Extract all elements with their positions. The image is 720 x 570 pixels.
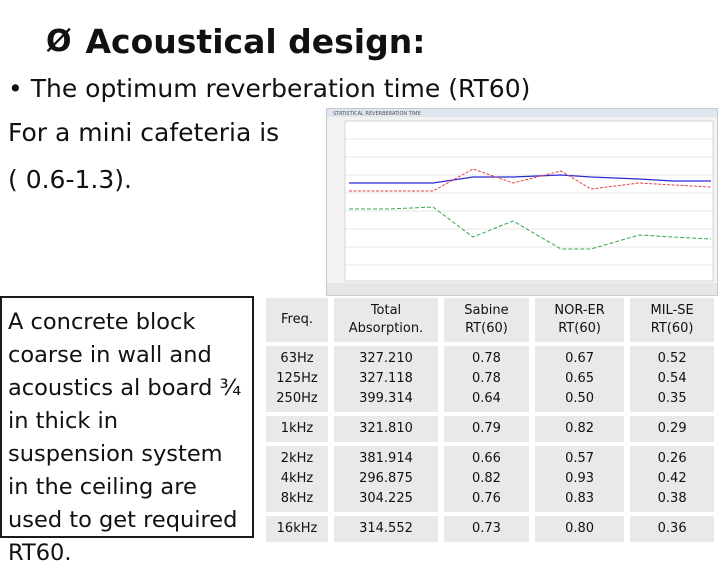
freq-value: 8kHz xyxy=(280,491,314,506)
bullet-icon: • xyxy=(8,74,23,103)
milse-cell: 0.29 xyxy=(630,416,714,442)
chart-header-text: STATISTICAL REVERBERATION TIME xyxy=(333,111,421,117)
blue-series-line xyxy=(349,174,711,184)
absorption-cell: 381.914 296.875 304.225 xyxy=(334,446,438,512)
freq-value: 250Hz xyxy=(276,391,318,406)
norer-value: 0.93 xyxy=(565,471,595,486)
reverberation-chart-screenshot: STATISTICAL REVERBERATION TIME xyxy=(326,108,718,296)
sabine-value: 0.79 xyxy=(471,421,501,436)
milse-cell: 0.26 0.42 0.38 xyxy=(630,446,714,512)
table-row: 1kHz 321.810 0.79 0.82 0.29 xyxy=(266,416,714,442)
norer-cell: 0.67 0.65 0.50 xyxy=(534,346,625,412)
table-row: 2kHz 4kHz 8kHz 381.914 296.875 304.225 0… xyxy=(266,446,714,512)
freq-value: 2kHz xyxy=(280,451,314,466)
norer-value: 0.80 xyxy=(565,521,595,536)
freq-value: 125Hz xyxy=(276,371,318,386)
sabine-cell: 0.66 0.82 0.76 xyxy=(444,446,529,512)
intro-line-3: ( 0.6-1.3). xyxy=(8,165,132,194)
absorption-value: 314.552 xyxy=(359,521,413,536)
description-box: A concrete block coarse in wall and acou… xyxy=(0,296,254,566)
absorption-cell: 314.552 xyxy=(334,516,438,542)
norer-value: 0.82 xyxy=(565,421,595,436)
absorption-value: 327.118 xyxy=(359,371,413,386)
absorption-value: 381.914 xyxy=(359,451,413,466)
rt60-table: Freq. Total Absorption. Sabine RT(60) NO… xyxy=(260,294,720,546)
header-norer: NOR-ER RT(60) xyxy=(534,298,625,342)
norer-cell: 0.57 0.93 0.83 xyxy=(534,446,625,512)
header-milse: MIL-SE RT(60) xyxy=(630,298,714,342)
sabine-cell: 0.73 xyxy=(444,516,529,542)
freq-cell: 63Hz 125Hz 250Hz xyxy=(266,346,328,412)
milse-value: 0.35 xyxy=(657,391,687,406)
arrow-bullet-icon: Ø xyxy=(46,24,72,59)
intro-text-1: The optimum reverberation time (RT60) xyxy=(30,74,531,103)
sabine-value: 0.64 xyxy=(471,391,501,406)
absorption-cell: 327.210 327.118 399.314 xyxy=(334,346,438,412)
milse-value: 0.36 xyxy=(657,521,687,536)
sabine-value: 0.73 xyxy=(471,521,501,536)
table-row: 63Hz 125Hz 250Hz 327.210 327.118 399.314… xyxy=(266,346,714,412)
milse-cell: 0.36 xyxy=(630,516,714,542)
freq-cell: 16kHz xyxy=(266,516,328,542)
sabine-value: 0.76 xyxy=(471,491,501,506)
absorption-value: 321.810 xyxy=(359,421,413,436)
green-series-line xyxy=(349,206,712,250)
sabine-cell: 0.79 xyxy=(444,416,529,442)
absorption-value: 327.210 xyxy=(359,351,413,366)
absorption-value: 304.225 xyxy=(359,491,413,506)
table-header-row: Freq. Total Absorption. Sabine RT(60) NO… xyxy=(266,298,714,342)
sabine-value: 0.66 xyxy=(471,451,501,466)
norer-value: 0.50 xyxy=(565,391,595,406)
milse-value: 0.38 xyxy=(657,491,687,506)
rt60-table-container: Freq. Total Absorption. Sabine RT(60) NO… xyxy=(260,294,720,546)
freq-cell: 1kHz xyxy=(266,416,328,442)
red-series-line xyxy=(349,168,712,192)
norer-value: 0.67 xyxy=(565,351,595,366)
milse-value: 0.42 xyxy=(657,471,687,486)
chart-svg: STATISTICAL REVERBERATION TIME xyxy=(327,109,717,295)
grid-lines xyxy=(345,138,713,266)
plot-area xyxy=(344,120,714,282)
slide-title-text: Acoustical design: xyxy=(85,22,426,61)
freq-value: 1kHz xyxy=(280,421,314,436)
milse-value: 0.52 xyxy=(657,351,687,366)
norer-value: 0.83 xyxy=(565,491,595,506)
milse-value: 0.26 xyxy=(657,451,687,466)
absorption-value: 399.314 xyxy=(359,391,413,406)
milse-cell: 0.52 0.54 0.35 xyxy=(630,346,714,412)
norer-cell: 0.82 xyxy=(534,416,625,442)
header-absorption: Total Absorption. xyxy=(334,298,438,342)
header-freq: Freq. xyxy=(266,298,328,342)
sabine-value: 0.78 xyxy=(471,351,501,366)
norer-value: 0.65 xyxy=(565,371,595,386)
milse-value: 0.54 xyxy=(657,371,687,386)
absorption-cell: 321.810 xyxy=(334,416,438,442)
norer-value: 0.57 xyxy=(565,451,595,466)
freq-value: 16kHz xyxy=(276,521,318,536)
sabine-value: 0.78 xyxy=(471,371,501,386)
freq-value: 4kHz xyxy=(280,471,314,486)
norer-cell: 0.80 xyxy=(534,516,625,542)
table-row: 16kHz 314.552 0.73 0.80 0.36 xyxy=(266,516,714,542)
slide-title: Ø Acoustical design: xyxy=(46,22,425,61)
chart-footer-bar xyxy=(327,283,717,295)
absorption-value: 296.875 xyxy=(359,471,413,486)
chart-header-bar xyxy=(327,109,717,117)
freq-cell: 2kHz 4kHz 8kHz xyxy=(266,446,328,512)
freq-value: 63Hz xyxy=(280,351,314,366)
intro-line-1: • The optimum reverberation time (RT60) xyxy=(8,74,530,103)
sabine-value: 0.82 xyxy=(471,471,501,486)
intro-line-2: For a mini cafeteria is xyxy=(8,118,280,147)
milse-value: 0.29 xyxy=(657,421,687,436)
sabine-cell: 0.78 0.78 0.64 xyxy=(444,346,529,412)
header-sabine: Sabine RT(60) xyxy=(444,298,529,342)
